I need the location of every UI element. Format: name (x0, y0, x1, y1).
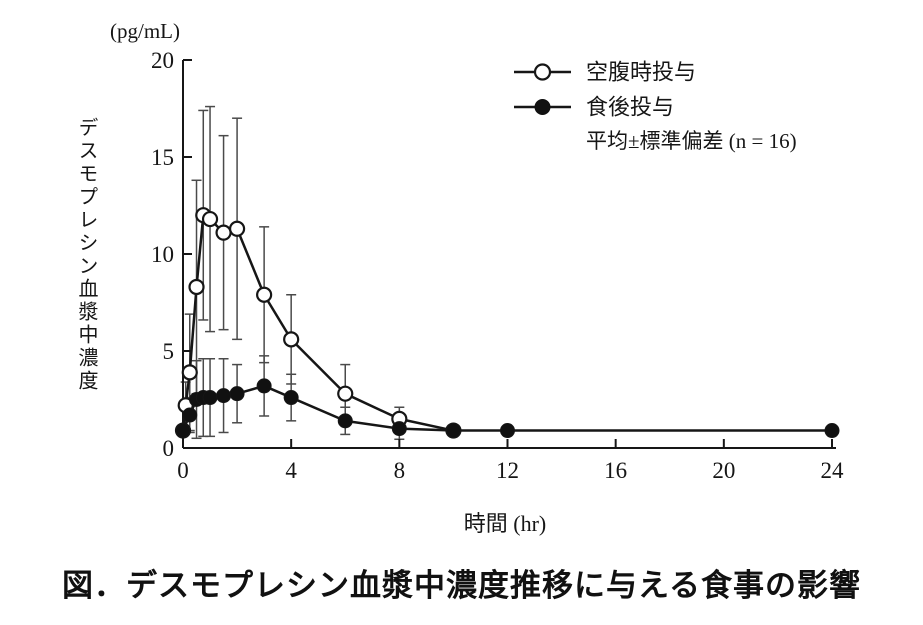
legend-label-fasting: 空腹時投与 (586, 60, 696, 85)
y-tick-label: 10 (151, 242, 174, 267)
x-tick-label: 0 (177, 458, 189, 483)
x-tick-label: 4 (285, 458, 297, 483)
x-axis-label: 時間 (hr) (464, 511, 546, 536)
x-tick-label: 12 (496, 458, 519, 483)
data-point-markers (174, 207, 840, 439)
x-tick-label: 20 (712, 458, 735, 483)
data-point-filled-circle (256, 378, 272, 394)
data-point-filled-circle (500, 423, 515, 439)
y-unit-label: (pg/mL) (110, 19, 180, 43)
y-tick-label: 5 (163, 339, 175, 364)
x-axis-ticks (182, 439, 833, 448)
data-point-open-circle (337, 385, 354, 402)
legend-filled-circle-icon (534, 99, 551, 115)
data-point-open-circle (201, 210, 219, 228)
legend-note-mean-sd: 平均±標準偏差 (n = 16) (586, 129, 797, 153)
data-point-filled-circle (283, 390, 299, 406)
concentration-time-chart: (pg/mL) 0 5 10 15 20 0 4 8 12 16 20 24 時間 (hr) 空腹時… (110, 19, 844, 536)
series-lines (181, 213, 832, 432)
data-point-open-circle (181, 364, 198, 381)
x-tick-label: 16 (604, 458, 627, 483)
data-point-filled-circle (182, 407, 198, 423)
data-point-filled-circle (216, 388, 232, 404)
data-point-filled-circle (391, 421, 407, 437)
data-point-open-circle (228, 220, 246, 237)
data-point-filled-circle (202, 390, 218, 406)
legend-item-fasting: 空腹時投与 (514, 60, 696, 85)
data-point-open-circle (215, 224, 232, 241)
error-bars (180, 105, 405, 441)
legend-label-fed: 食後投与 (586, 95, 674, 120)
legend: 空腹時投与 食後投与 平均±標準偏差 (n = 16) (514, 60, 797, 153)
y-tick-label: 20 (151, 48, 174, 73)
y-tick-label: 0 (163, 436, 175, 461)
data-point-filled-circle (175, 423, 191, 439)
legend-open-circle-icon (533, 63, 552, 81)
y-tick-label: 15 (151, 145, 174, 170)
axes (182, 60, 836, 449)
y-axis-label: デスモプレシン血漿中濃度 (75, 117, 97, 393)
x-tick-label: 24 (821, 458, 845, 483)
data-point-filled-circle (445, 423, 461, 439)
x-axis-tick-labels: 0 4 8 12 16 20 24 (177, 458, 844, 483)
legend-item-fed: 食後投与 (514, 95, 674, 120)
data-point-open-circle (283, 331, 300, 348)
data-point-open-circle (256, 286, 273, 303)
x-tick-label: 8 (394, 458, 406, 483)
data-point-filled-circle (824, 423, 840, 439)
data-point-filled-circle (337, 413, 353, 429)
y-axis-tick-labels: 0 5 10 15 20 (151, 48, 174, 461)
y-axis-ticks (183, 59, 192, 449)
data-point-filled-circle (229, 386, 245, 402)
data-point-open-circle (188, 278, 205, 296)
figure-caption: 図．デスモプレシン血漿中濃度推移に与える食事の影響 (61, 568, 862, 603)
